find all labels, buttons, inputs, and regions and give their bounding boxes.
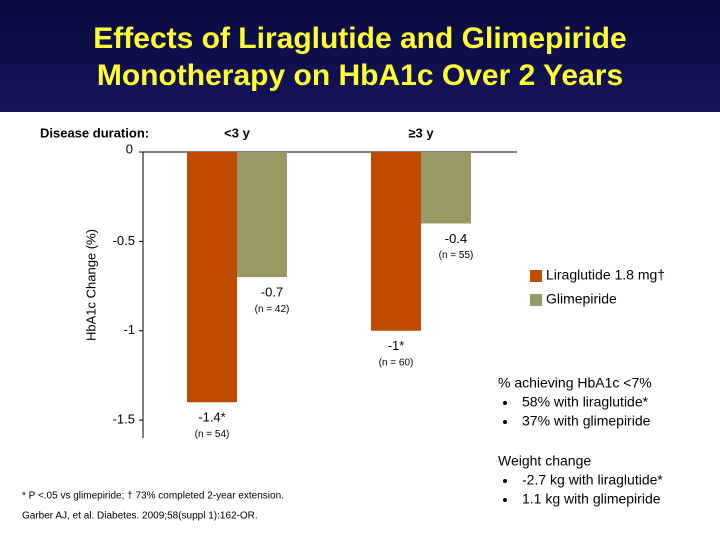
note-item: 37% with glimepiride <box>522 413 651 429</box>
legend-label: Liraglutide 1.8 mg† <box>546 267 665 283</box>
group-label: Disease duration: <box>40 125 149 140</box>
note-heading: Weight change <box>498 453 591 469</box>
note-item: -2.7 kg with liraglutide* <box>522 472 663 488</box>
n-label: (n = 60) <box>379 357 414 368</box>
y-tick-label: -1 <box>123 322 135 337</box>
bar <box>237 152 287 278</box>
category-label: ≥3 y <box>408 125 434 140</box>
bar <box>421 152 471 224</box>
chart-title: Effects of Liraglutide and Glimepiride M… <box>93 22 627 92</box>
y-tick-label: 0 <box>126 141 133 156</box>
value-label: -1* <box>388 338 405 353</box>
category-label: <3 y <box>224 125 250 140</box>
note-heading: % achieving HbA1c <7% <box>498 375 652 391</box>
note-item: 1.1 kg with glimepiride <box>522 491 661 507</box>
n-label: (n = 54) <box>195 429 230 440</box>
legend-label: Glimepiride <box>546 291 617 307</box>
bullet <box>503 479 507 483</box>
citation: Garber AJ, et al. Diabetes. 2009;58(supp… <box>22 511 258 522</box>
n-label: (n = 42) <box>255 304 290 315</box>
value-label: -1.4* <box>198 410 225 425</box>
y-axis-label: HbA1c Change (%) <box>83 229 98 341</box>
footnote: * P <.05 vs glimepiride; † 73% completed… <box>22 491 284 502</box>
bar <box>187 152 237 403</box>
note-item: 58% with liraglutide* <box>522 394 649 410</box>
y-tick-label: -1.5 <box>113 412 135 427</box>
legend-swatch <box>530 294 542 306</box>
title-band <box>0 0 720 112</box>
bullet <box>503 420 507 424</box>
bullet <box>503 498 507 502</box>
n-label: (n = 55) <box>439 250 474 261</box>
y-tick-label: -0.5 <box>113 233 135 248</box>
value-label: -0.4 <box>445 231 467 246</box>
value-label: -0.7 <box>261 285 283 300</box>
legend-swatch <box>530 270 542 282</box>
bullet <box>503 401 507 405</box>
bar <box>371 152 421 331</box>
